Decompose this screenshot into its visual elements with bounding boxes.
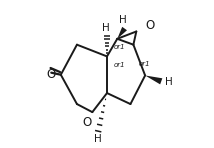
Polygon shape — [117, 27, 127, 39]
Text: H: H — [102, 23, 109, 33]
Text: O: O — [145, 19, 154, 32]
Text: O: O — [83, 116, 92, 129]
Text: H: H — [94, 133, 102, 144]
Polygon shape — [145, 75, 162, 84]
Text: O: O — [46, 68, 55, 81]
Text: H: H — [119, 16, 127, 25]
Text: or1: or1 — [114, 62, 125, 68]
Text: or1: or1 — [114, 44, 125, 50]
Text: or1: or1 — [138, 61, 150, 67]
Text: H: H — [165, 77, 173, 87]
